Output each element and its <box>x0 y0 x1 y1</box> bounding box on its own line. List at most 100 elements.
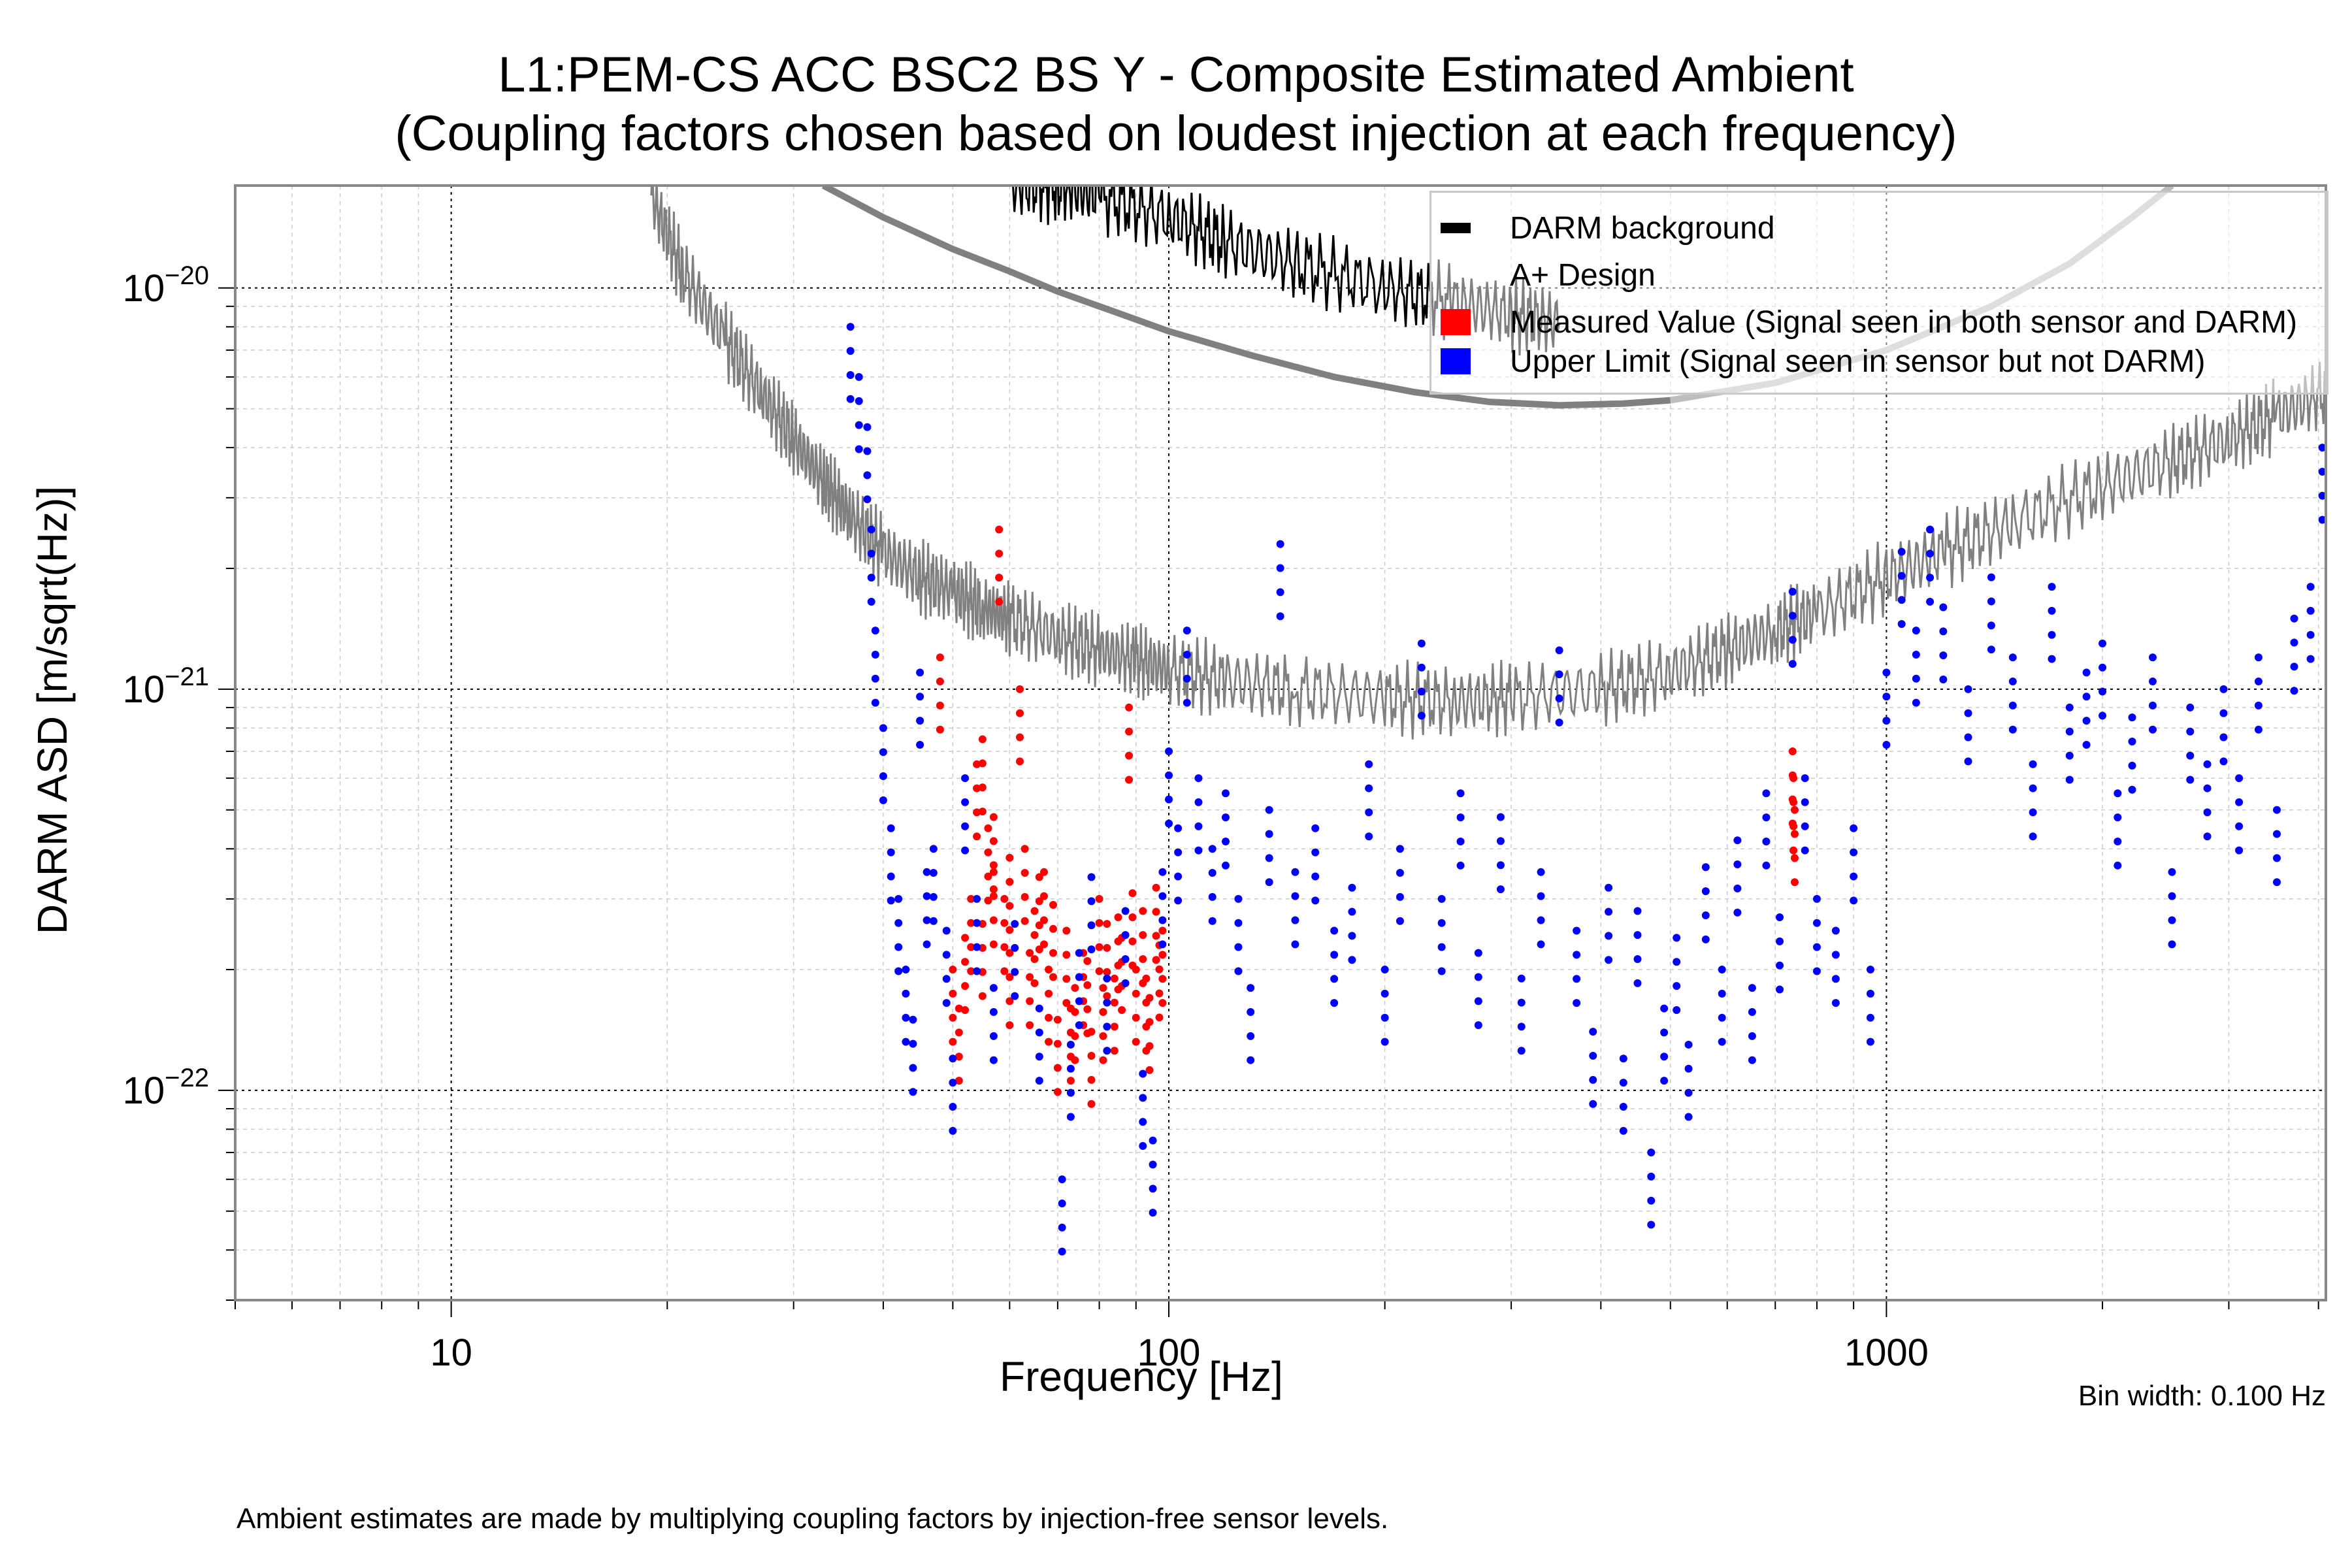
data-point-upper-limit <box>2186 703 2195 711</box>
data-point-measured-value <box>1030 979 1039 987</box>
data-point-upper-limit <box>1208 917 1217 925</box>
data-point-upper-limit <box>894 943 903 951</box>
data-point-upper-limit <box>2008 725 2017 734</box>
data-point-upper-limit <box>1330 951 1339 959</box>
chart-subtitle: (Coupling factors chosen based on loudes… <box>395 106 1957 161</box>
data-point-measured-value <box>978 735 987 743</box>
data-point-upper-limit <box>1850 896 1858 905</box>
data-point-upper-limit <box>1555 718 1563 727</box>
data-point-upper-limit <box>1121 907 1130 915</box>
data-point-upper-limit <box>1087 921 1096 930</box>
y-axis-label: DARM ASD [m/sqrt(Hz)] <box>29 485 76 935</box>
data-point-measured-value <box>1000 894 1009 903</box>
data-point-upper-limit <box>2065 776 2074 784</box>
data-point-measured-value <box>1005 1021 1014 1030</box>
data-point-upper-limit <box>2048 630 2056 639</box>
data-point-upper-limit <box>2203 808 2212 817</box>
data-point-upper-limit <box>1035 1077 1043 1085</box>
data-point-upper-limit <box>2114 861 2122 870</box>
data-point-measured-value <box>984 848 992 857</box>
data-point-upper-limit <box>2029 808 2037 817</box>
data-point-upper-limit <box>1897 572 1906 580</box>
data-point-upper-limit <box>1733 884 1742 892</box>
data-point-measured-value <box>1114 913 1122 922</box>
data-point-measured-value <box>1132 1037 1140 1046</box>
data-point-upper-limit <box>1396 892 1404 901</box>
data-point-upper-limit <box>1555 694 1563 703</box>
data-point-measured-value <box>973 832 981 841</box>
data-point-upper-limit <box>863 471 872 480</box>
data-point-measured-value <box>989 868 998 876</box>
data-point-measured-value <box>1142 998 1151 1007</box>
data-point-upper-limit <box>894 919 903 927</box>
data-point-upper-limit <box>1365 760 1373 768</box>
data-point-measured-value <box>984 896 992 905</box>
data-point-measured-value <box>989 885 998 894</box>
data-point-measured-value <box>1125 751 1134 760</box>
data-point-upper-limit <box>867 574 875 582</box>
data-point-upper-limit <box>1139 1094 1147 1102</box>
data-point-upper-limit <box>1437 894 1446 903</box>
data-point-upper-limit <box>1276 588 1284 596</box>
data-point-upper-limit <box>1573 999 1581 1007</box>
data-point-upper-limit <box>1987 573 1995 581</box>
data-point-upper-limit <box>1011 968 1019 976</box>
data-point-upper-limit <box>1589 1028 1597 1036</box>
data-point-measured-value <box>1045 966 1053 974</box>
data-point-upper-limit <box>1633 979 1642 987</box>
data-point-upper-limit <box>942 926 951 935</box>
data-point-upper-limit <box>1537 916 1545 924</box>
data-point-measured-value <box>1005 926 1014 934</box>
data-point-measured-value <box>1035 945 1043 954</box>
data-point-upper-limit <box>1517 998 1526 1007</box>
data-point-measured-value <box>1035 897 1043 906</box>
data-point-upper-limit <box>1701 935 1710 943</box>
data-point-upper-limit <box>1035 1053 1043 1061</box>
data-point-upper-limit <box>1939 603 1948 612</box>
data-point-measured-value <box>1015 733 1024 742</box>
data-point-measured-value <box>1139 907 1147 915</box>
data-point-measured-value <box>1790 854 1799 862</box>
data-point-upper-limit <box>1035 1028 1043 1037</box>
data-point-measured-value <box>936 725 944 734</box>
data-point-upper-limit <box>1496 885 1505 894</box>
data-point-upper-limit <box>2290 614 2298 623</box>
data-point-upper-limit <box>1456 813 1465 822</box>
data-point-upper-limit <box>2168 892 2176 900</box>
data-point-upper-limit <box>1866 966 1874 974</box>
data-point-upper-limit <box>1673 958 1681 966</box>
data-point-measured-value <box>978 808 987 816</box>
legend-label: DARM background <box>1510 210 1775 246</box>
data-point-measured-value <box>1005 853 1014 862</box>
data-point-measured-value <box>1789 798 1798 806</box>
data-point-upper-limit <box>2318 444 2326 452</box>
data-point-upper-limit <box>2203 784 2212 792</box>
data-point-upper-limit <box>902 1037 910 1046</box>
data-point-measured-value <box>1790 878 1799 887</box>
data-point-upper-limit <box>2272 854 2281 862</box>
data-point-upper-limit <box>2306 606 2315 615</box>
data-point-upper-limit <box>989 1032 998 1040</box>
footnote: Ambient estimates are made by multiplyin… <box>237 1503 1389 1535</box>
chart-title: L1:PEM-CS ACC BSC2 BS Y - Composite Esti… <box>498 47 1854 103</box>
data-point-measured-value <box>989 916 998 924</box>
data-point-upper-limit <box>1276 612 1284 621</box>
data-point-upper-limit <box>1149 1136 1157 1145</box>
data-point-upper-limit <box>1456 789 1465 798</box>
data-point-upper-limit <box>855 421 863 429</box>
axes-frame <box>234 184 2327 1301</box>
data-point-upper-limit <box>1011 920 1019 928</box>
data-point-measured-value <box>1000 967 1009 975</box>
data-point-upper-limit <box>949 1126 957 1135</box>
data-point-upper-limit <box>1474 973 1482 981</box>
data-point-upper-limit <box>923 868 931 876</box>
data-point-upper-limit <box>867 525 875 534</box>
data-point-measured-value <box>1158 926 1167 935</box>
data-point-measured-value <box>1015 757 1024 766</box>
y-tick-label: 10−20 <box>123 261 209 310</box>
data-point-upper-limit <box>2148 701 2157 710</box>
data-point-upper-limit <box>1748 1032 1756 1040</box>
data-point-upper-limit <box>2235 846 2244 855</box>
data-point-measured-value <box>995 598 1004 606</box>
data-point-upper-limit <box>1633 907 1642 915</box>
